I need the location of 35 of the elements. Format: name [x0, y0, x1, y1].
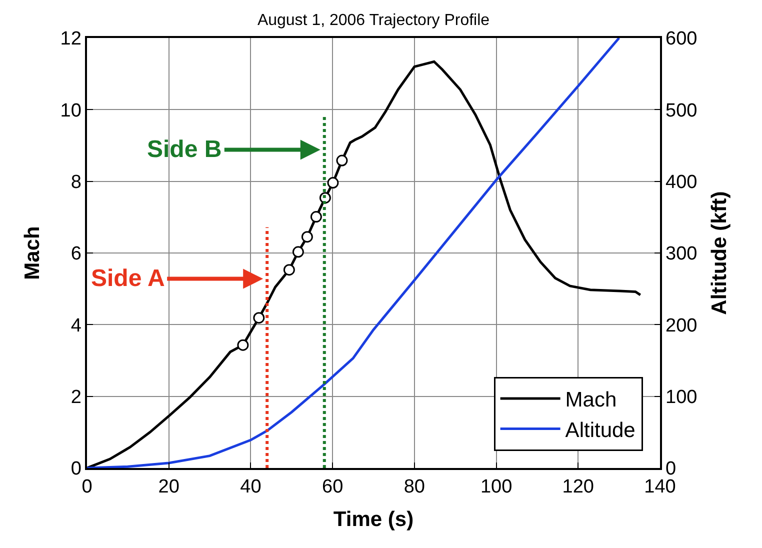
point: [283, 264, 295, 276]
x-tick-label: 60: [322, 476, 344, 498]
x-tick-label: 80: [404, 476, 425, 498]
y-tick-label: 6: [70, 244, 82, 265]
y-axis-title: Mach: [20, 226, 44, 280]
point: [336, 154, 348, 166]
y-tick-label: 8: [70, 172, 82, 193]
x-tick-label: 120: [562, 476, 594, 498]
y2-tick-label: 400: [666, 172, 698, 193]
y2-tick-label: 100: [666, 386, 698, 408]
x-tick-label: 40: [240, 476, 262, 498]
point: [301, 231, 313, 243]
y-tick-label: 2: [70, 386, 82, 408]
point: [327, 177, 339, 189]
point: [292, 246, 304, 258]
y2-tick-label: 300: [666, 244, 698, 265]
y2-tick-label: 200: [666, 315, 698, 336]
legend-label: Mach: [565, 388, 617, 412]
ref-line-label: Side B: [147, 136, 222, 163]
point: [237, 339, 249, 351]
point: [310, 211, 322, 223]
x-axis-title: Time (s): [333, 508, 414, 532]
y2-tick-label: 500: [666, 100, 698, 122]
legend-label: Altitude: [565, 418, 636, 442]
x-tick-label: 100: [480, 476, 512, 498]
chart-title: August 1, 2006 Trajectory Profile: [257, 12, 490, 29]
y2-tick-label: 600: [666, 28, 698, 50]
y2-axis-title: Altitude (kft): [708, 191, 731, 315]
x-tick-label: 20: [158, 476, 180, 498]
y-tick-label: 4: [70, 315, 82, 336]
point: [253, 312, 265, 324]
y-tick-label: 12: [60, 28, 82, 50]
y-tick-label: 0: [70, 458, 82, 480]
ref-line-label: Side A: [91, 265, 165, 292]
y-tick-label: 10: [60, 100, 82, 122]
